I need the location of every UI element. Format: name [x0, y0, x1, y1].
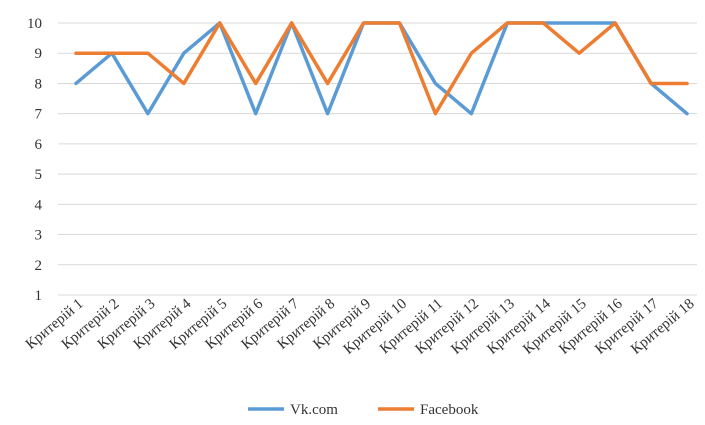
data-point — [434, 82, 437, 85]
data-point — [650, 82, 653, 85]
y-tick-label: 2 — [35, 258, 43, 274]
legend-label: Vk.com — [290, 402, 338, 418]
data-point — [110, 52, 113, 55]
data-point — [182, 52, 185, 55]
y-tick-label: 10 — [27, 16, 42, 32]
y-axis-tick-labels: 1 2 3 4 5 6 7 8 9 10 — [27, 16, 43, 304]
data-point — [362, 22, 365, 25]
data-point — [182, 82, 185, 85]
data-point — [218, 22, 221, 25]
data-point — [686, 112, 689, 115]
data-point — [542, 22, 545, 25]
data-point — [290, 22, 293, 25]
grid-lines — [58, 22, 697, 296]
legend: Vk.com Facebook — [248, 402, 479, 418]
data-point — [470, 52, 473, 55]
data-point — [578, 52, 581, 55]
data-point — [254, 82, 257, 85]
series-line — [74, 21, 689, 116]
legend-item: Facebook — [378, 402, 479, 418]
series-lines — [74, 21, 689, 116]
data-point — [398, 22, 401, 25]
legend-item: Vk.com — [248, 402, 338, 418]
y-tick-label: 5 — [35, 167, 43, 183]
data-point — [74, 52, 77, 55]
data-point — [254, 112, 257, 115]
y-tick-label: 4 — [35, 197, 43, 213]
y-tick-label: 3 — [35, 228, 43, 244]
data-point — [470, 112, 473, 115]
data-point — [686, 82, 689, 85]
y-tick-label: 9 — [35, 46, 43, 62]
data-point — [74, 82, 77, 85]
data-point — [146, 52, 149, 55]
data-point — [614, 22, 617, 25]
data-point — [434, 112, 437, 115]
y-tick-label: 8 — [35, 76, 43, 92]
data-point — [326, 112, 329, 115]
data-point — [578, 22, 581, 25]
data-point — [146, 112, 149, 115]
y-tick-label: 1 — [35, 288, 43, 304]
legend-label: Facebook — [420, 402, 479, 418]
data-point — [506, 22, 509, 25]
y-tick-label: 7 — [35, 107, 43, 123]
series-2 — [74, 21, 689, 116]
y-tick-label: 6 — [35, 137, 43, 153]
data-point — [326, 82, 329, 85]
